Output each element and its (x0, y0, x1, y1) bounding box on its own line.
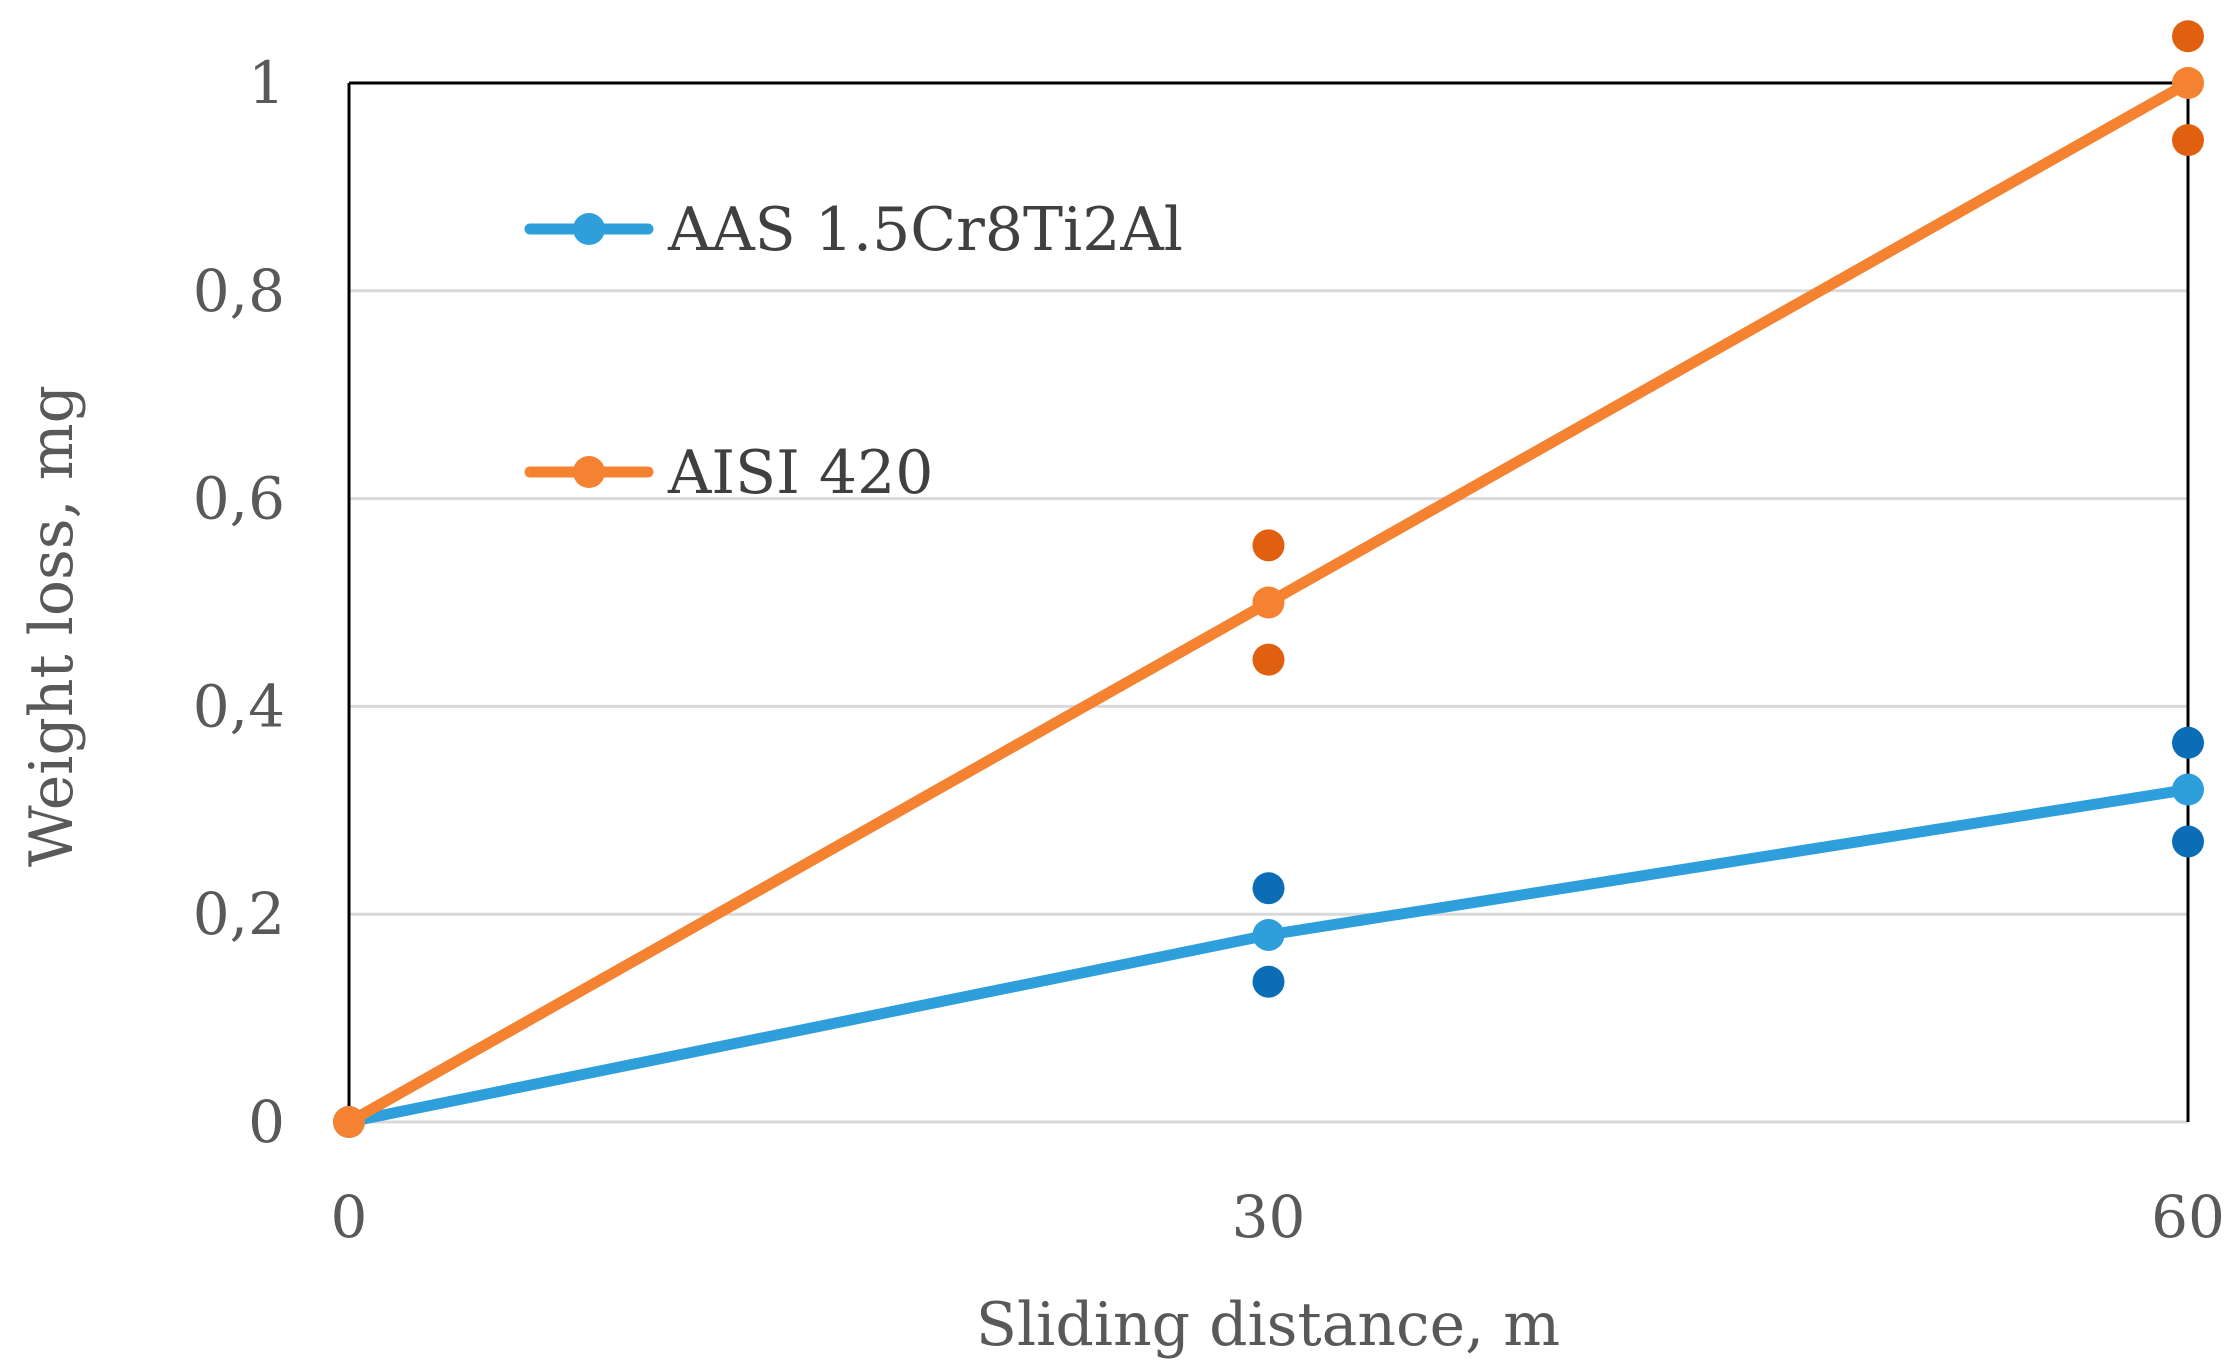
legend: AAS 1.5Cr8Ti2Al AISI 420 (524, 195, 1183, 508)
series-marker (2172, 773, 2204, 806)
scatter-point (1252, 643, 1285, 676)
legend-label: AAS 1.5Cr8Ti2Al (667, 195, 1183, 265)
y-tick-label: 0 (248, 1088, 285, 1156)
y-tick-label: 1 (248, 49, 285, 117)
scatter-point (1252, 965, 1285, 998)
scatter-point (2172, 825, 2204, 858)
series-marker (333, 1106, 365, 1138)
series-line (343, 784, 2194, 1128)
x-tick-label: 30 (1232, 1183, 1306, 1251)
legend-marker (573, 456, 605, 488)
y-axis-title: Weight loss, mg (17, 385, 87, 867)
scatter-point (1252, 872, 1285, 905)
legend-label: AISI 420 (667, 438, 933, 508)
y-tick-label: 0,2 (193, 880, 285, 948)
y-tick-label: 0,8 (193, 257, 285, 325)
scatter-point (2172, 726, 2204, 759)
series-marker (1252, 586, 1285, 619)
x-tick-label: 60 (2151, 1183, 2225, 1251)
x-axis-title: Sliding distance, m (976, 1290, 1560, 1360)
y-tick-label: 0,4 (193, 672, 285, 740)
x-tick-label: 0 (331, 1183, 368, 1251)
y-tick-label: 0,6 (193, 465, 285, 533)
series-marker (2172, 67, 2204, 99)
scatter-point (2172, 20, 2204, 53)
y-axis-ticks: 0 0,2 0,4 0,6 0,8 1 (193, 49, 285, 1156)
series (333, 20, 2204, 1138)
series-marker (1252, 918, 1285, 951)
scatter-point (2172, 124, 2204, 157)
x-axis-ticks: 0 30 60 (331, 1183, 2225, 1251)
scatter-point (1252, 529, 1285, 562)
legend-marker (573, 213, 605, 245)
plot-frame (347, 81, 2190, 1122)
